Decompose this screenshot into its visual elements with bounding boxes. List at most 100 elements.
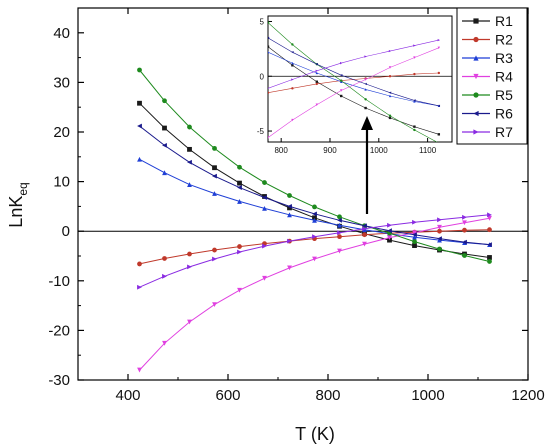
data-point (413, 99, 416, 102)
data-point (437, 236, 442, 242)
series-r7 (137, 212, 492, 290)
data-point (120, 323, 122, 325)
series-line (268, 39, 439, 89)
data-point (412, 232, 417, 238)
data-point (187, 319, 192, 325)
data-point (388, 114, 392, 117)
data-point (287, 212, 292, 218)
data-point (315, 71, 319, 75)
data-point (437, 224, 442, 230)
series-line (268, 47, 439, 138)
data-point (194, 121, 196, 123)
data-point (315, 82, 319, 86)
data-point (137, 156, 142, 162)
data-point (137, 261, 142, 267)
series-r4 (137, 215, 492, 373)
series-line (139, 214, 490, 288)
data-point (312, 217, 317, 223)
plot-frame (77, 7, 529, 381)
data-point (364, 88, 367, 91)
arrow-head (361, 116, 373, 130)
legend-marker (473, 110, 479, 117)
data-point (362, 226, 367, 232)
data-point (462, 253, 467, 258)
data-point (291, 43, 294, 46)
data-point (337, 248, 342, 254)
legend-label: R5 (495, 87, 513, 103)
data-point (462, 239, 467, 245)
series-r2 (137, 227, 492, 267)
data-point (437, 237, 442, 243)
x-tick-label: 1200 (511, 387, 544, 404)
data-point (96, 147, 98, 149)
data-point (413, 128, 416, 132)
data-point (437, 104, 441, 108)
data-point (237, 244, 242, 249)
data-point (162, 340, 167, 346)
data-point (412, 230, 417, 236)
data-point (187, 264, 192, 270)
y-axis-title-sub: eq (16, 182, 30, 195)
data-point (194, 109, 196, 111)
data-point (291, 78, 294, 81)
inset-x-tick-label: 900 (323, 146, 337, 155)
data-point (413, 56, 416, 59)
data-point (388, 94, 392, 98)
data-point (412, 239, 417, 245)
series-line (268, 46, 439, 135)
data-point (169, 117, 171, 119)
data-point (437, 133, 441, 136)
data-point (412, 243, 417, 248)
data-point (387, 228, 392, 234)
inset-y-tick-label: -5 (257, 127, 265, 136)
data-point (212, 247, 217, 253)
data-point (337, 222, 342, 228)
data-point (438, 141, 440, 142)
data-point (312, 211, 317, 217)
data-point (387, 222, 392, 228)
data-point (212, 173, 217, 179)
data-point (388, 66, 392, 69)
data-point (96, 199, 98, 201)
data-point (362, 223, 367, 229)
data-point (268, 21, 270, 24)
data-point (96, 382, 98, 384)
data-point (437, 46, 441, 49)
data-point (237, 199, 242, 204)
data-point (413, 125, 416, 128)
series-r4 (96, 46, 441, 384)
data-point (120, 135, 122, 137)
inset-y-tick-label: 0 (260, 72, 265, 81)
data-point (145, 125, 147, 127)
x-tick-label: 1000 (411, 387, 444, 404)
data-point (162, 273, 167, 279)
legend-label: R4 (495, 69, 513, 85)
legend-item-r3: R3 (462, 50, 513, 66)
data-point (162, 125, 167, 131)
data-point (364, 78, 367, 81)
y-axis-title-main: LnK (6, 196, 26, 228)
data-point (120, 175, 122, 177)
y-tick-label: 30 (53, 74, 70, 91)
data-point (462, 214, 467, 220)
data-point (268, 50, 270, 54)
data-point (287, 193, 292, 198)
series-line (268, 72, 439, 94)
data-point (187, 124, 192, 130)
data-point (242, 156, 244, 158)
inset-x-tick-label: 1000 (370, 146, 388, 155)
data-point (187, 182, 192, 187)
data-point (137, 367, 142, 373)
data-point (145, 276, 147, 278)
data-point (137, 100, 142, 106)
data-point (237, 164, 242, 170)
data-point (162, 142, 167, 148)
data-point (291, 61, 294, 65)
legend-item-r5: R5 (462, 87, 513, 103)
data-point (364, 106, 367, 110)
data-point (462, 220, 467, 226)
data-point (262, 205, 267, 211)
data-point (340, 79, 343, 82)
data-point (162, 98, 167, 104)
data-point (362, 232, 367, 238)
